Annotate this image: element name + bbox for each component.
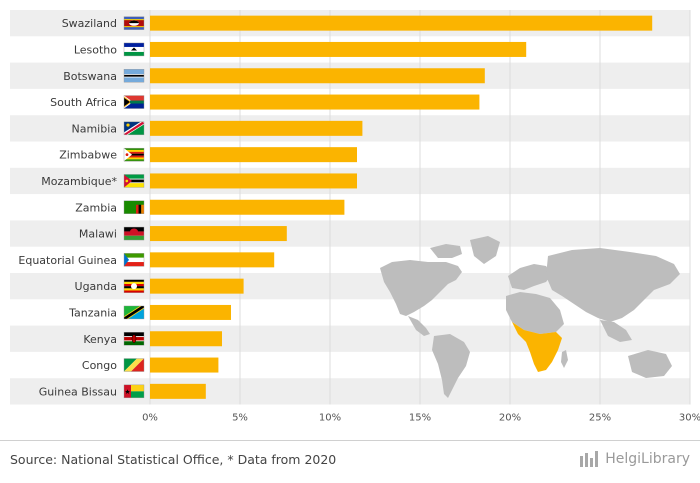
swaziland-flag-icon [123,16,145,30]
namibia-flag-icon [123,121,145,136]
bar [150,226,287,242]
bars [150,15,653,399]
bar [150,278,244,294]
category-label: Equatorial Guinea [18,254,117,267]
bar [150,357,219,373]
x-tick-label: 25% [589,413,611,424]
bar [150,252,275,268]
flags [123,16,145,399]
category-label: Botswana [63,70,117,83]
category-label: Malawi [79,228,117,241]
bar [150,331,222,347]
category-label: Tanzania [68,306,117,319]
bar [150,383,206,399]
category-label: Zimbabwe [59,149,117,162]
library-logo-icon [580,451,599,467]
equatorial-guinea-flag-icon [123,253,145,267]
mozambique-flag-icon [123,174,145,188]
x-tick-label: 5% [232,413,248,424]
category-label: Zambia [75,201,117,214]
bar-chart: Swaziland Lesotho Botswana South Africa Nami… [10,10,700,424]
row-stripe [10,220,690,247]
uganda-flag-icon [123,279,145,293]
guinea-bissau-flag-icon [123,384,145,399]
category-label: Lesotho [74,43,117,56]
bar [150,173,357,189]
logo-text: HelgiLibrary [605,451,690,467]
category-label: Namibia [71,122,117,135]
category-label: Uganda [75,280,117,293]
tanzania-flag-icon [123,305,145,320]
lesotho-flag-icon [123,42,145,57]
south-africa-flag-icon [123,95,145,109]
zambia-flag-icon [123,200,145,214]
category-label: South Africa [50,96,117,109]
congo-flag-icon [123,358,145,372]
category-labels: Swaziland Lesotho Botswana South Africa Nami… [18,17,117,398]
source-note: Source: National Statistical Office, * D… [10,452,337,467]
bar [150,15,653,31]
malawi-flag-icon [123,226,145,241]
category-label: Congo [82,359,117,372]
x-tick-label: 10% [319,413,341,424]
bar [150,304,231,320]
row-stripe [10,378,690,405]
botswana-flag-icon [123,69,145,83]
footer: Source: National Statistical Office, * D… [0,440,700,483]
category-label: Swaziland [62,17,117,30]
kenya-flag-icon [123,332,145,346]
category-label: Mozambique* [41,175,117,188]
bar [150,120,363,136]
bar [150,147,357,163]
zimbabwe-flag-icon [123,147,145,162]
category-label: Guinea Bissau [39,385,117,398]
bar [150,199,345,215]
x-axis-ticks: 0% 5% 10% 15% 20% 25% 30% [142,413,700,424]
bar [150,41,527,57]
bar [150,94,480,110]
row-stripe [10,325,690,352]
x-tick-label: 15% [409,413,431,424]
x-tick-label: 30% [679,413,700,424]
x-tick-label: 0% [142,413,158,424]
category-label: Kenya [83,333,117,346]
x-tick-label: 20% [499,413,521,424]
bar [150,68,485,84]
world-map-icon [380,236,680,398]
helgilibrary-logo[interactable]: HelgiLibrary [579,450,690,468]
